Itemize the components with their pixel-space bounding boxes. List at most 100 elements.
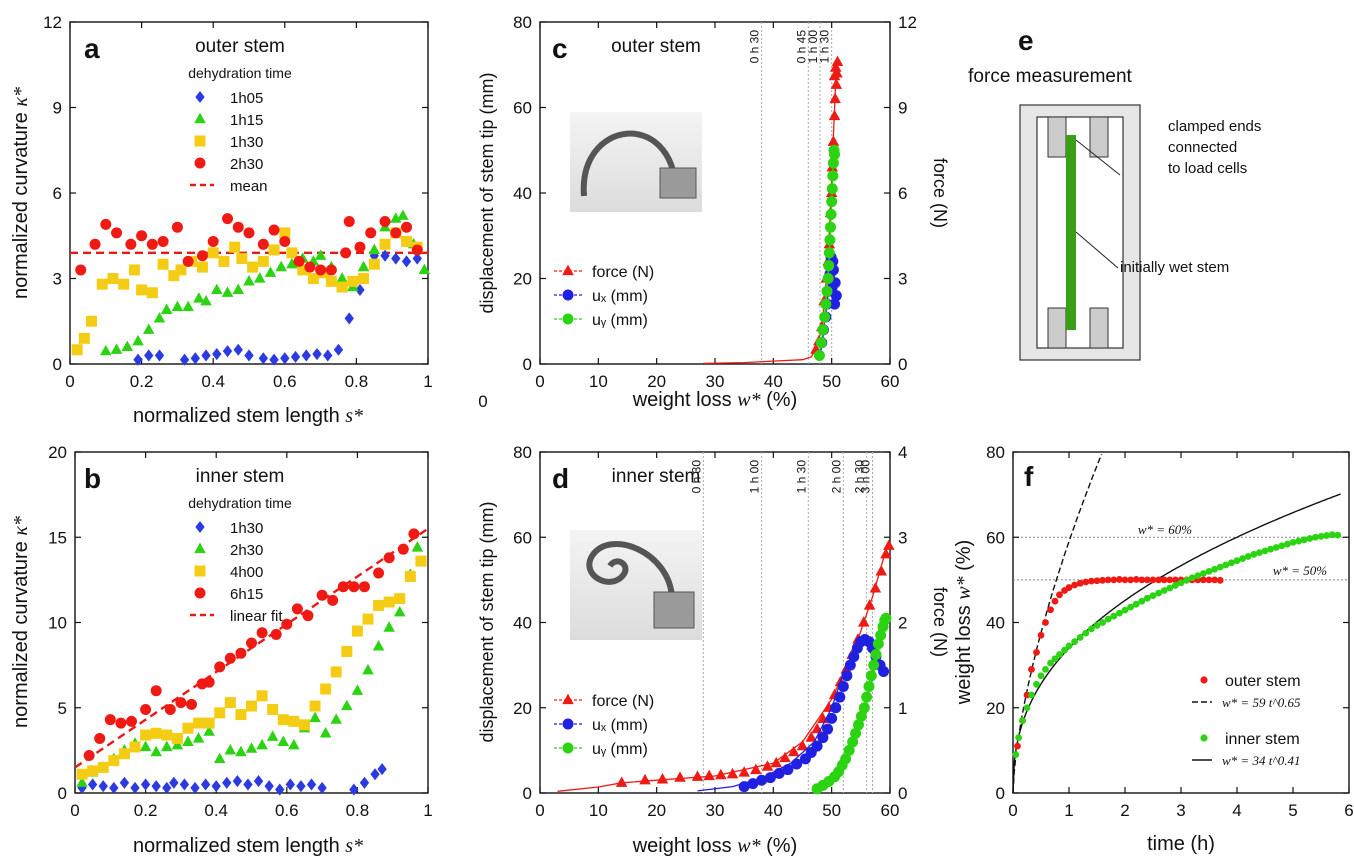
data-point [298,719,310,731]
data-point [243,778,253,791]
x-tick-label: 40 [764,801,783,820]
data-point [1071,638,1078,646]
data-point [333,343,344,356]
data-point [1155,576,1162,584]
data-point [232,283,245,295]
data-point [412,252,422,265]
y2-tick-label: 0 [898,355,907,374]
data-point [77,781,87,794]
data-point [828,109,841,121]
data-point [415,555,427,567]
data-point [306,778,317,791]
data-point [397,543,409,555]
data-point [297,264,309,276]
data-point [853,719,864,731]
data-point [703,769,715,781]
data-point [1127,576,1134,584]
data-point [1172,576,1179,584]
data-point [1088,625,1095,633]
data-point [1144,576,1151,584]
data-point [1061,646,1068,654]
data-point [840,753,852,765]
data-point [118,748,130,760]
data-point [336,272,348,283]
x-tick-label: 1 [1064,801,1073,820]
data-point [229,241,241,253]
data-point [233,343,243,356]
data-point [826,183,838,195]
stray-label: 0 [478,392,487,411]
x-axis-label: normalized stem length s* [133,405,363,427]
data-point [257,238,269,250]
data-point [203,717,215,729]
data-point [207,247,219,259]
data-point [824,234,836,246]
data-point [1177,579,1185,587]
wet-stem [1066,135,1076,330]
data-point [168,270,180,282]
data-point [281,618,293,630]
data-point [304,261,316,273]
y-tick-label: 0 [523,355,532,374]
y-tick-label: 40 [513,614,532,633]
data-point [1076,579,1084,587]
data-point [1328,531,1336,539]
data-point [369,249,379,262]
data-point [320,683,332,695]
x-tick-label: 0.4 [204,801,228,820]
x-axis-label: time (h) [1147,833,1215,855]
clamp-label-1: clamped ends [1168,118,1261,135]
data-point [822,273,834,284]
data-point [140,729,152,741]
data-point [1088,577,1095,585]
data-point [75,264,87,276]
data-point [383,621,395,632]
data-point [379,238,391,250]
x-tick-label: 30 [706,801,725,820]
legend: 1h05 1h15 1h30 2h30 mean [190,90,268,195]
time-marker-label: 0 h 30 [689,460,703,494]
data-point [411,244,423,256]
data-point [87,778,98,791]
legend-label: 6h15 [230,586,263,603]
y-tick-label: 80 [986,443,1005,462]
data-point [1015,734,1022,741]
data-point [1093,622,1101,629]
data-point [264,266,277,277]
legend-label: uₓ (mm) [592,288,648,305]
data-point [726,767,739,779]
data-point [288,738,300,750]
y-tick-label: 0 [523,784,532,803]
y-axis-label: displacement of stem tip (mm) [477,501,497,742]
data-point [828,69,841,81]
data-point [246,700,257,712]
data-point [380,249,390,262]
data-point [1323,532,1330,539]
data-point [235,647,247,659]
data-point [1042,665,1049,673]
data-point [269,353,279,366]
data-point [323,349,333,362]
data-point [267,703,279,715]
data-point [817,732,829,744]
y-tick-label: 20 [513,270,532,289]
data-point [182,722,194,734]
data-point [175,697,187,709]
data-point [325,275,337,287]
x-tick-label: 0 [535,801,544,820]
data-point [275,260,287,272]
data-point [171,221,183,233]
data-point [128,264,140,276]
data-point [76,768,88,780]
data-point [256,690,268,702]
data-point [858,702,870,714]
data-point [343,216,355,227]
data-point [224,652,236,664]
data-point [1042,619,1049,626]
data-point [196,261,208,273]
time-marker-label: 2 h 30 [853,460,867,494]
y-tick-label: 60 [513,528,532,547]
time-marker-label: 0 h 45 [794,30,808,64]
x-tick-label: 1 [423,372,432,391]
